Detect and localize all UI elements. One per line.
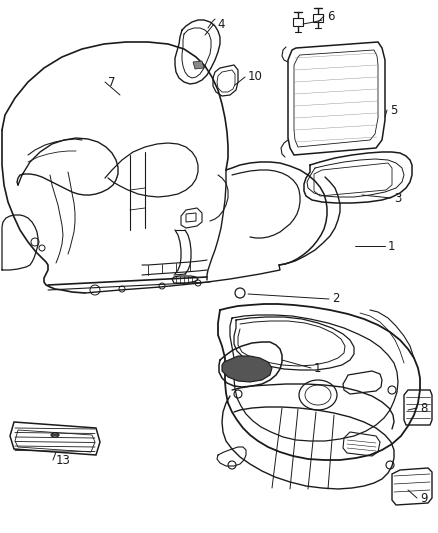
Text: 1: 1: [388, 239, 396, 253]
Text: 3: 3: [394, 191, 401, 205]
Text: 13: 13: [56, 454, 71, 466]
Text: 7: 7: [108, 76, 116, 88]
Text: 8: 8: [420, 401, 427, 415]
Text: 10: 10: [248, 70, 263, 84]
Text: 4: 4: [217, 18, 225, 30]
Text: 6: 6: [327, 10, 335, 22]
Polygon shape: [222, 356, 272, 382]
Text: 9: 9: [420, 491, 427, 505]
Text: 1: 1: [314, 361, 321, 375]
Polygon shape: [193, 61, 204, 69]
Text: 5: 5: [390, 103, 397, 117]
Text: 2: 2: [332, 293, 339, 305]
